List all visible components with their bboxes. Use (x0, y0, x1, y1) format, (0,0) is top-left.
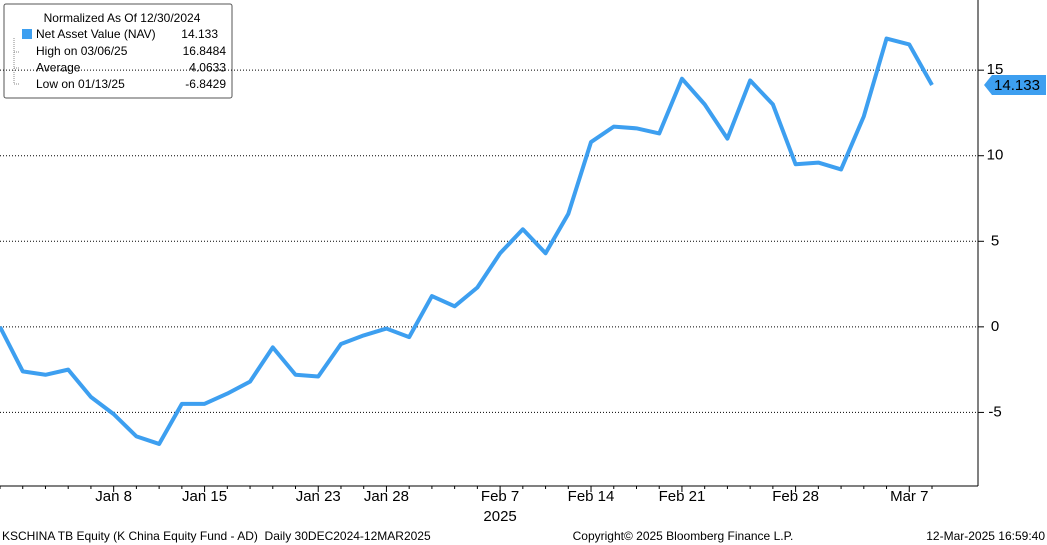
line (0, 36, 934, 446)
legend-stat-value: 16.8484 (183, 44, 227, 58)
x-tick-label: Jan 8 (95, 488, 132, 505)
y-tick-label: 5 (991, 232, 999, 249)
y-tick-label: -5 (988, 403, 1001, 420)
legend-stat-label: Average (36, 61, 81, 75)
legend-label: Net Asset Value (NAV) (36, 27, 156, 41)
legend-box (3, 3, 233, 99)
x-tick-label: Jan 23 (296, 488, 341, 505)
last-value-tag (984, 74, 1046, 95)
footer-right: 12-Mar-2025 16:59:40 (926, 529, 1045, 543)
footer-center: Copyright© 2025 Bloomberg Finance L.P. (573, 529, 794, 543)
x-tick-label: Feb 21 (659, 488, 706, 505)
legend-swatch (22, 29, 32, 39)
x-tick-label: Feb 14 (568, 488, 615, 505)
legend: Normalized As Of 12/30/2024 Net Asset Va… (3, 3, 233, 99)
legend-stat-value: 4.0633 (189, 61, 226, 75)
x-tick-label: Feb 28 (772, 488, 819, 505)
legend-stat-label: Low on 01/13/25 (36, 77, 125, 91)
legend-value: 14.133 (181, 27, 218, 41)
y-tick-label: 10 (987, 147, 1004, 164)
y-tick-label: 0 (991, 318, 999, 335)
legend-stat-value: -6.8429 (185, 77, 226, 91)
legend-tree (13, 38, 20, 85)
x-tick-label: Jan 15 (182, 488, 227, 505)
footer-left: KSCHINA TB Equity (K China Equity Fund -… (2, 529, 431, 543)
legend-title: Normalized As Of 12/30/2024 (44, 11, 201, 25)
x-tick-label: Feb 7 (481, 488, 519, 505)
legend-stat-label: High on 03/06/25 (36, 44, 128, 58)
x-sublabel: 2025 (483, 508, 516, 525)
last-value-label: 14.133 (994, 77, 1040, 94)
y-tick-label: 15 (987, 61, 1004, 78)
x-tick-label: Jan 28 (364, 488, 409, 505)
x-tick-label: Mar 7 (890, 488, 928, 505)
